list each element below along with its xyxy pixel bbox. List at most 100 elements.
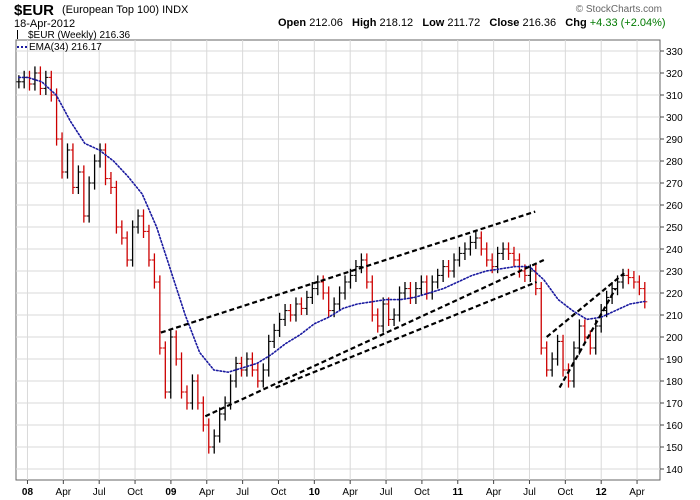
trendline — [204, 259, 545, 418]
x-tick-label: 11 — [452, 487, 463, 498]
legend: $EUR (Weekly) 216.36 EMA(34) 216.17 — [17, 30, 130, 54]
y-tick-label: 240 — [666, 245, 683, 256]
price-bar — [636, 275, 642, 296]
plot-area — [15, 39, 661, 481]
trendline — [160, 210, 536, 334]
y-tick-label: 200 — [666, 333, 683, 344]
price-bar — [244, 352, 250, 377]
close-label: Close — [489, 17, 520, 29]
price-bar — [64, 143, 70, 179]
price-bar — [326, 286, 332, 318]
price-bar — [59, 132, 65, 179]
trendlines — [160, 210, 625, 418]
price-bar — [157, 275, 163, 355]
price-bar — [277, 312, 283, 337]
price-bar — [162, 341, 168, 399]
price-bar — [200, 396, 206, 432]
index-tag: INDX — [162, 4, 189, 16]
legend-price-label: $EUR (Weekly) 216.36 — [28, 30, 131, 41]
x-tick-label: Oct — [558, 487, 574, 498]
y-tick-label: 320 — [666, 69, 683, 80]
price-bar — [151, 253, 157, 289]
price-bar — [113, 180, 119, 234]
price-bar — [108, 172, 114, 194]
price-bar — [168, 330, 174, 399]
trendline — [275, 280, 538, 389]
price-bar — [500, 242, 506, 260]
price-bar — [571, 341, 577, 388]
price-bar — [484, 242, 490, 267]
price-bar — [347, 268, 353, 289]
price-bar — [604, 290, 610, 318]
price-bar — [402, 282, 408, 300]
price-bar — [309, 282, 315, 304]
price-bar — [446, 260, 452, 278]
ema-line — [18, 76, 646, 374]
price-bar — [86, 176, 92, 223]
ema-path — [18, 76, 646, 374]
low-label: Low — [422, 17, 445, 29]
price-bar — [173, 330, 179, 366]
price-bar — [81, 165, 87, 223]
y-tick-label: 270 — [666, 179, 683, 190]
price-bar — [353, 260, 359, 282]
price-bar — [288, 304, 294, 322]
x-tick-label: Apr — [56, 487, 72, 498]
y-tick-label: 140 — [666, 465, 683, 476]
price-bar — [462, 242, 468, 260]
x-tick-label: Jul — [93, 487, 106, 498]
chg-label: Chg — [565, 17, 587, 29]
price-bar — [119, 220, 125, 245]
y-tick-label: 290 — [666, 135, 683, 146]
trendline — [558, 288, 617, 389]
y-tick-label: 260 — [666, 201, 683, 212]
price-bar — [337, 286, 343, 311]
y-tick-label: 160 — [666, 421, 683, 432]
price-bar — [189, 374, 195, 410]
price-bar — [282, 304, 288, 326]
price-bar — [625, 268, 631, 285]
price-bar — [255, 363, 261, 388]
price-bar — [206, 418, 212, 454]
legend-price: $EUR (Weekly) 216.36 — [17, 30, 130, 42]
x-tick-label: Jul — [380, 487, 393, 498]
price-bar — [103, 143, 109, 186]
price-bar — [75, 165, 81, 194]
price-bar — [342, 275, 348, 300]
y-axis: 140 150 160 170 180 190 200 210 220 230 240 250 260 2… — [660, 47, 683, 476]
legend-ema: EMA(34) 216.17 — [17, 42, 130, 54]
price-bar — [451, 253, 457, 278]
price-bar — [130, 220, 136, 267]
price-bar — [32, 66, 38, 91]
price-bar — [576, 319, 582, 355]
price-bar — [195, 374, 201, 410]
price-bar — [544, 341, 550, 377]
y-tick-label: 250 — [666, 223, 683, 234]
x-tick-label: 12 — [596, 487, 608, 498]
price-bar — [506, 242, 512, 260]
price-bar — [260, 363, 266, 388]
price-bar — [315, 275, 321, 296]
price-bar — [397, 286, 403, 322]
price-bar — [440, 260, 446, 282]
price-bar — [271, 323, 277, 348]
price-bar — [560, 334, 566, 377]
price-bar — [456, 246, 462, 267]
price-bar — [211, 429, 217, 454]
trendline — [545, 272, 625, 338]
y-tick-label: 300 — [666, 113, 683, 124]
x-tick-label: Apr — [342, 487, 358, 498]
grid-lines — [16, 40, 660, 480]
y-tick-label: 210 — [666, 311, 683, 322]
price-bar — [217, 407, 223, 443]
price-bar — [549, 352, 555, 377]
chart-header: $EUR (European Top 100) INDX 18-Apr-2012… — [0, 0, 700, 48]
high-value: 218.12 — [379, 17, 414, 29]
price-bar — [380, 297, 386, 333]
price-bar — [620, 268, 626, 289]
price-bar — [222, 396, 228, 421]
y-tick-label: 180 — [666, 377, 683, 388]
low-value: 211.72 — [447, 17, 481, 29]
price-bar — [473, 231, 479, 249]
price-bar — [511, 246, 517, 267]
